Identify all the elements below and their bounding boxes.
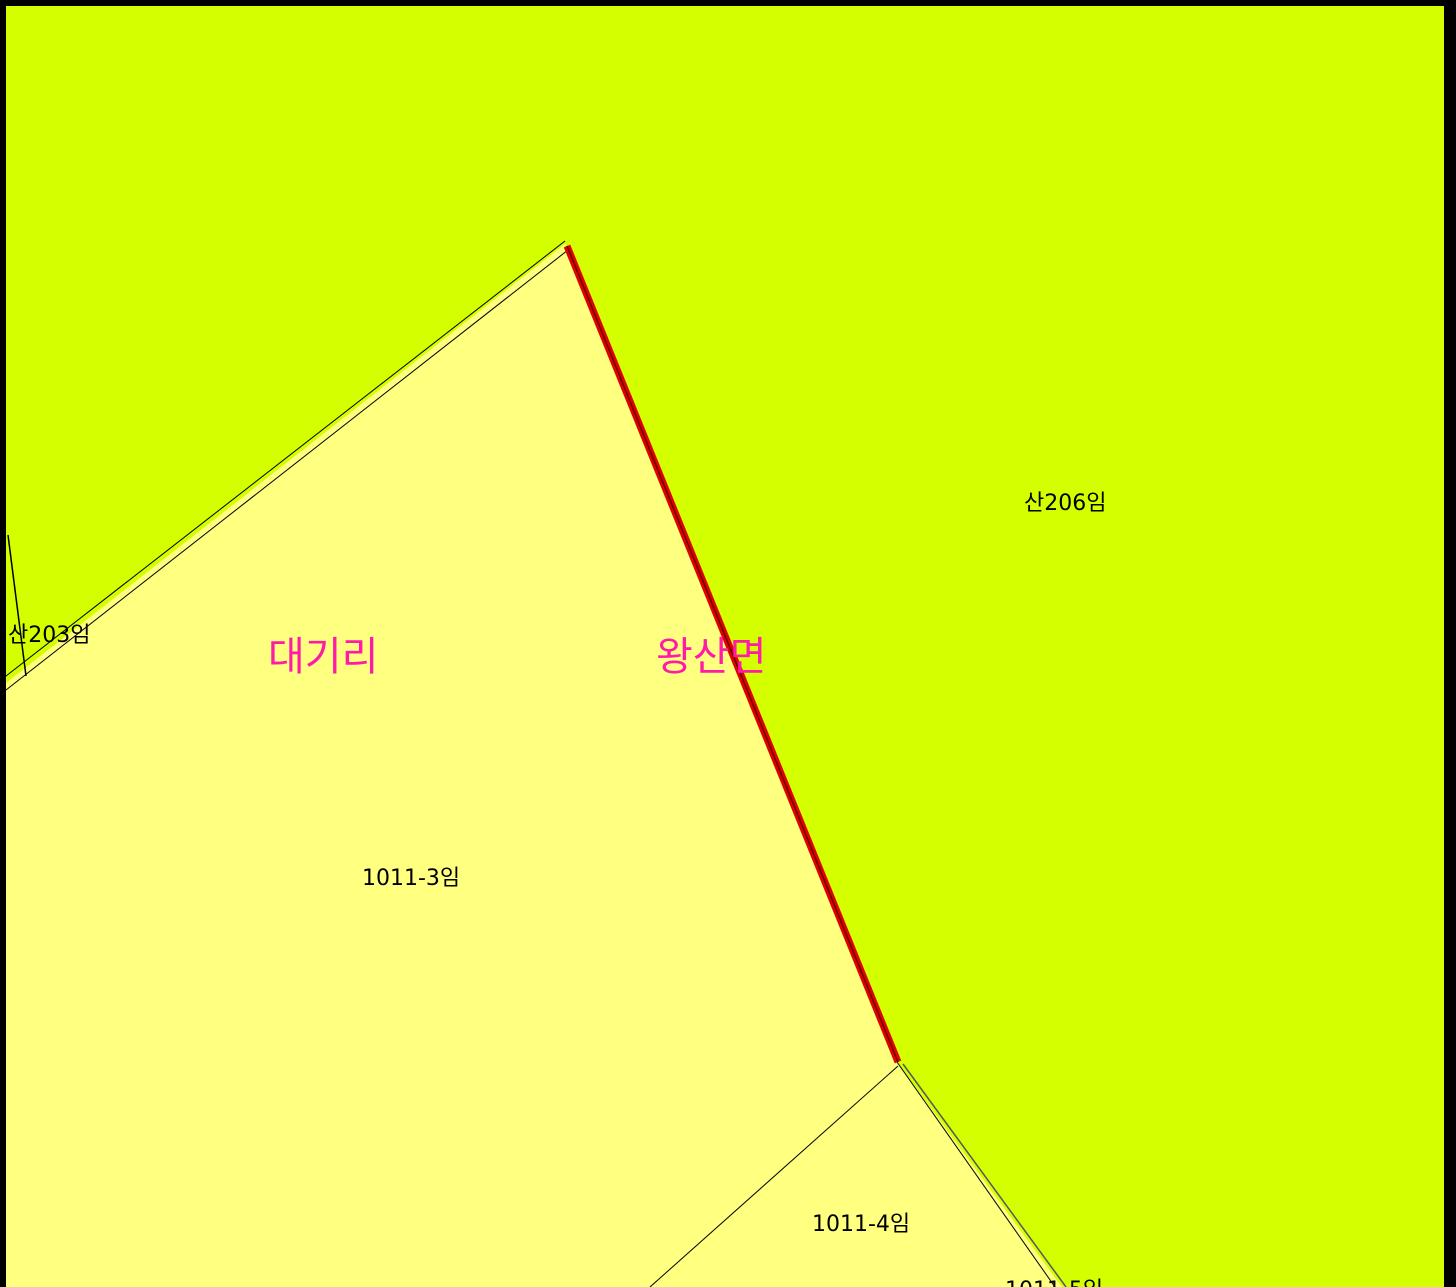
- township-label: 왕산면: [656, 634, 766, 680]
- parcel-label: 1011-3임: [362, 866, 460, 891]
- highlight-boundary-core: [566, 245, 899, 1063]
- parcel-label: 산206임: [1024, 491, 1106, 516]
- village-label: 대기리: [268, 634, 378, 680]
- parcel-boundary: [5, 249, 569, 691]
- parcel-area: [6, 244, 1062, 1287]
- parcel-boundary: [649, 1065, 899, 1287]
- parcel-boundary: [896, 1061, 1056, 1287]
- parcel-label: 1011-4임: [812, 1212, 910, 1237]
- parcel-boundary: [7, 534, 27, 677]
- parcel-label: 산203임: [8, 623, 90, 648]
- parcel-label: 1011-5임: [1005, 1278, 1103, 1287]
- parcel-boundary: [5, 240, 566, 677]
- parcel-boundary: [902, 1063, 1067, 1287]
